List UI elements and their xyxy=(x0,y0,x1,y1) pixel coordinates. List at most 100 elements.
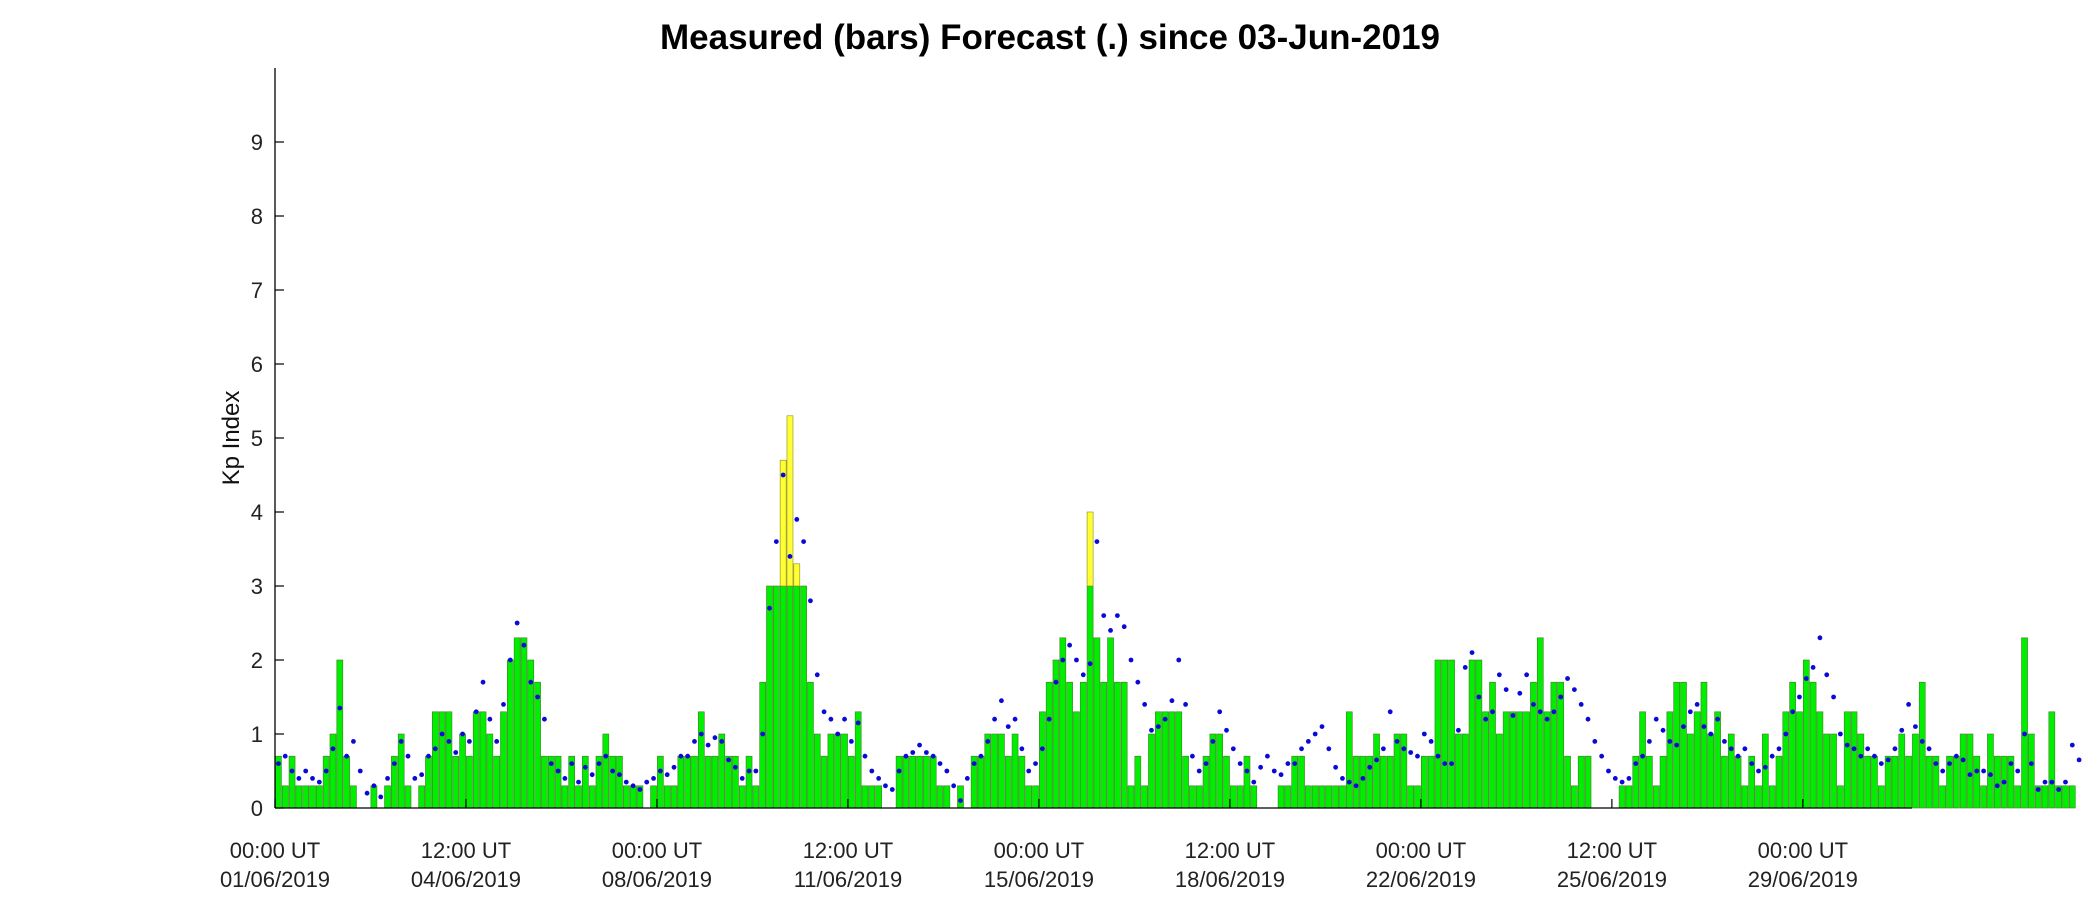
forecast-point xyxy=(1687,709,1693,715)
measured-bar xyxy=(513,637,521,809)
forecast-point xyxy=(1619,779,1625,785)
forecast-point xyxy=(1524,672,1530,678)
measured-bar xyxy=(397,733,405,809)
forecast-point xyxy=(1776,746,1782,752)
forecast-point xyxy=(1735,753,1741,759)
forecast-point xyxy=(971,761,977,766)
measured-bar xyxy=(541,755,548,809)
forecast-point xyxy=(1190,753,1195,759)
measured-bar xyxy=(1066,681,1073,809)
y-axis-label: Kp Index xyxy=(218,391,245,486)
forecast-point xyxy=(289,768,295,774)
forecast-point xyxy=(344,753,350,759)
measured-bar xyxy=(1564,755,1571,809)
measured-bar xyxy=(431,711,439,809)
forecast-point xyxy=(1217,709,1223,715)
measured-bar xyxy=(1107,637,1114,809)
forecast-point xyxy=(1667,739,1673,744)
measured-bar xyxy=(1250,785,1258,809)
forecast-point xyxy=(1640,753,1645,759)
x-tick-label-time: 00:00 UT xyxy=(1758,838,1849,863)
forecast-point xyxy=(1858,753,1864,759)
forecast-point xyxy=(385,776,390,781)
measured-bar-storm xyxy=(1086,511,1094,587)
forecast-point xyxy=(951,783,957,789)
measured-bar xyxy=(1918,681,1926,809)
measured-bar xyxy=(2055,785,2062,809)
measured-bar xyxy=(1687,733,1694,809)
measured-bar xyxy=(1946,755,1953,809)
forecast-point xyxy=(1387,709,1393,715)
forecast-point xyxy=(542,716,547,722)
measured-bar xyxy=(1721,755,1728,809)
forecast-point xyxy=(651,776,656,781)
measured-bar xyxy=(1959,733,1967,809)
forecast-point xyxy=(1722,739,1727,744)
forecast-point xyxy=(767,605,772,611)
forecast-point xyxy=(985,739,991,744)
x-tick-label-time: 00:00 UT xyxy=(1376,838,1467,863)
measured-bar xyxy=(1114,681,1121,809)
forecast-point xyxy=(1435,753,1441,759)
measured-bar xyxy=(1823,733,1831,809)
forecast-point xyxy=(1428,739,1434,744)
measured-bar xyxy=(929,755,937,809)
measured-bar xyxy=(1366,755,1374,809)
measured-bar xyxy=(1120,681,1128,809)
y-tick-label: 6 xyxy=(251,352,263,377)
measured-bar xyxy=(1243,755,1251,809)
forecast-point xyxy=(664,772,670,778)
forecast-point xyxy=(1899,727,1905,733)
forecast-point xyxy=(507,657,513,663)
measured-bar xyxy=(800,585,807,809)
measured-bar xyxy=(1755,785,1762,809)
measured-bar xyxy=(1448,659,1455,809)
measured-bar xyxy=(1189,785,1196,809)
x-tick-label-time: 12:00 UT xyxy=(1567,838,1658,863)
measured-bar xyxy=(1762,733,1769,809)
forecast-point xyxy=(1715,716,1721,722)
x-ticks: 00:00 UT 01/06/2019 12:00 UT 04/06/2019 00:0… xyxy=(220,799,1858,892)
forecast-point xyxy=(930,753,936,759)
measured-bar xyxy=(1809,681,1817,809)
measured-bar xyxy=(493,755,500,809)
forecast-point xyxy=(1312,731,1318,737)
forecast-point xyxy=(739,776,745,781)
forecast-point xyxy=(1824,672,1830,678)
forecast-point xyxy=(821,709,827,715)
forecast-point xyxy=(1496,672,1502,678)
forecast-point xyxy=(1790,709,1796,715)
measured-bar xyxy=(1284,785,1292,809)
measured-bar xyxy=(1318,785,1326,809)
measured-bar xyxy=(1345,711,1353,809)
measured-bar xyxy=(738,785,746,809)
measured-bar xyxy=(1898,733,1906,809)
measured-bar xyxy=(759,681,766,809)
measured-bar xyxy=(1216,733,1223,809)
forecast-point xyxy=(1360,776,1366,781)
forecast-point xyxy=(1196,768,1202,774)
measured-bar xyxy=(472,711,480,809)
forecast-point xyxy=(746,768,752,774)
measured-bar xyxy=(1100,681,1108,809)
measured-bar xyxy=(1079,681,1087,809)
forecast-point xyxy=(1421,731,1427,737)
measured-bar xyxy=(582,755,589,809)
forecast-point xyxy=(1346,779,1352,785)
forecast-point xyxy=(958,798,963,803)
forecast-point xyxy=(1415,753,1420,759)
forecast-point xyxy=(310,776,315,781)
measured-bar xyxy=(2048,711,2056,809)
forecast-point xyxy=(357,768,363,774)
forecast-point xyxy=(876,776,882,781)
measured-bar xyxy=(561,785,569,809)
measured-bar xyxy=(854,711,862,809)
forecast-point xyxy=(405,753,411,759)
forecast-point xyxy=(1142,702,1148,707)
measured-bar xyxy=(1195,785,1203,809)
measured-bar xyxy=(418,785,425,809)
forecast-point xyxy=(487,716,493,722)
measured-bar xyxy=(841,733,848,809)
measured-bar xyxy=(1666,711,1674,809)
forecast-point xyxy=(296,776,302,781)
